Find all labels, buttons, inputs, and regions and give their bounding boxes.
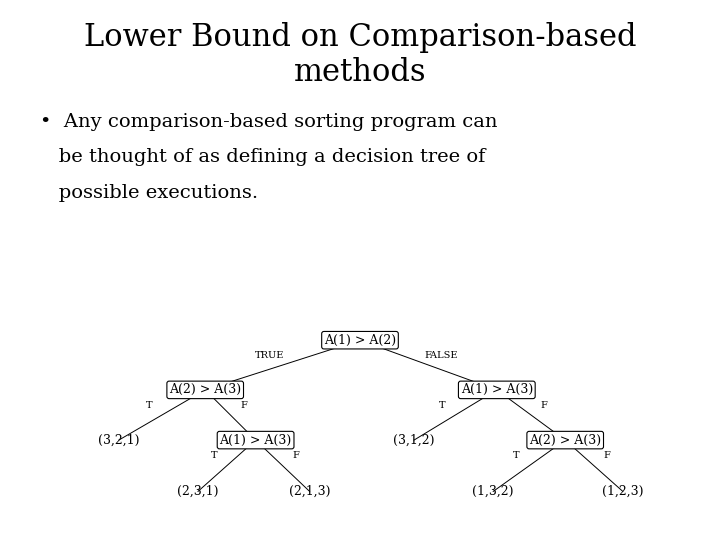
Text: A(1) > A(3): A(1) > A(3) (461, 383, 533, 396)
Text: F: F (292, 451, 299, 460)
Text: (2,1,3): (2,1,3) (289, 485, 330, 498)
Text: T: T (513, 451, 520, 460)
Text: (2,3,1): (2,3,1) (177, 485, 219, 498)
Text: T: T (439, 401, 446, 409)
Text: A(2) > A(3): A(2) > A(3) (169, 383, 241, 396)
Text: be thought of as defining a decision tree of: be thought of as defining a decision tre… (40, 148, 485, 166)
Text: A(1) > A(2): A(1) > A(2) (324, 334, 396, 347)
Text: T: T (210, 451, 217, 460)
Text: Lower Bound on Comparison-based: Lower Bound on Comparison-based (84, 22, 636, 52)
Text: (1,2,3): (1,2,3) (602, 485, 644, 498)
Text: methods: methods (294, 57, 426, 87)
Text: FALSE: FALSE (425, 350, 458, 360)
Text: (3,2,1): (3,2,1) (98, 434, 140, 447)
Text: (1,3,2): (1,3,2) (472, 485, 514, 498)
Text: (3,1,2): (3,1,2) (393, 434, 435, 447)
Text: T: T (145, 401, 153, 409)
Text: A(2) > A(3): A(2) > A(3) (529, 434, 601, 447)
Text: TRUE: TRUE (255, 350, 284, 360)
Text: A(1) > A(3): A(1) > A(3) (220, 434, 292, 447)
Text: F: F (603, 451, 611, 460)
Text: F: F (240, 401, 247, 409)
Text: possible executions.: possible executions. (40, 184, 258, 201)
Text: F: F (541, 401, 547, 409)
Text: •  Any comparison-based sorting program can: • Any comparison-based sorting program c… (40, 113, 497, 131)
